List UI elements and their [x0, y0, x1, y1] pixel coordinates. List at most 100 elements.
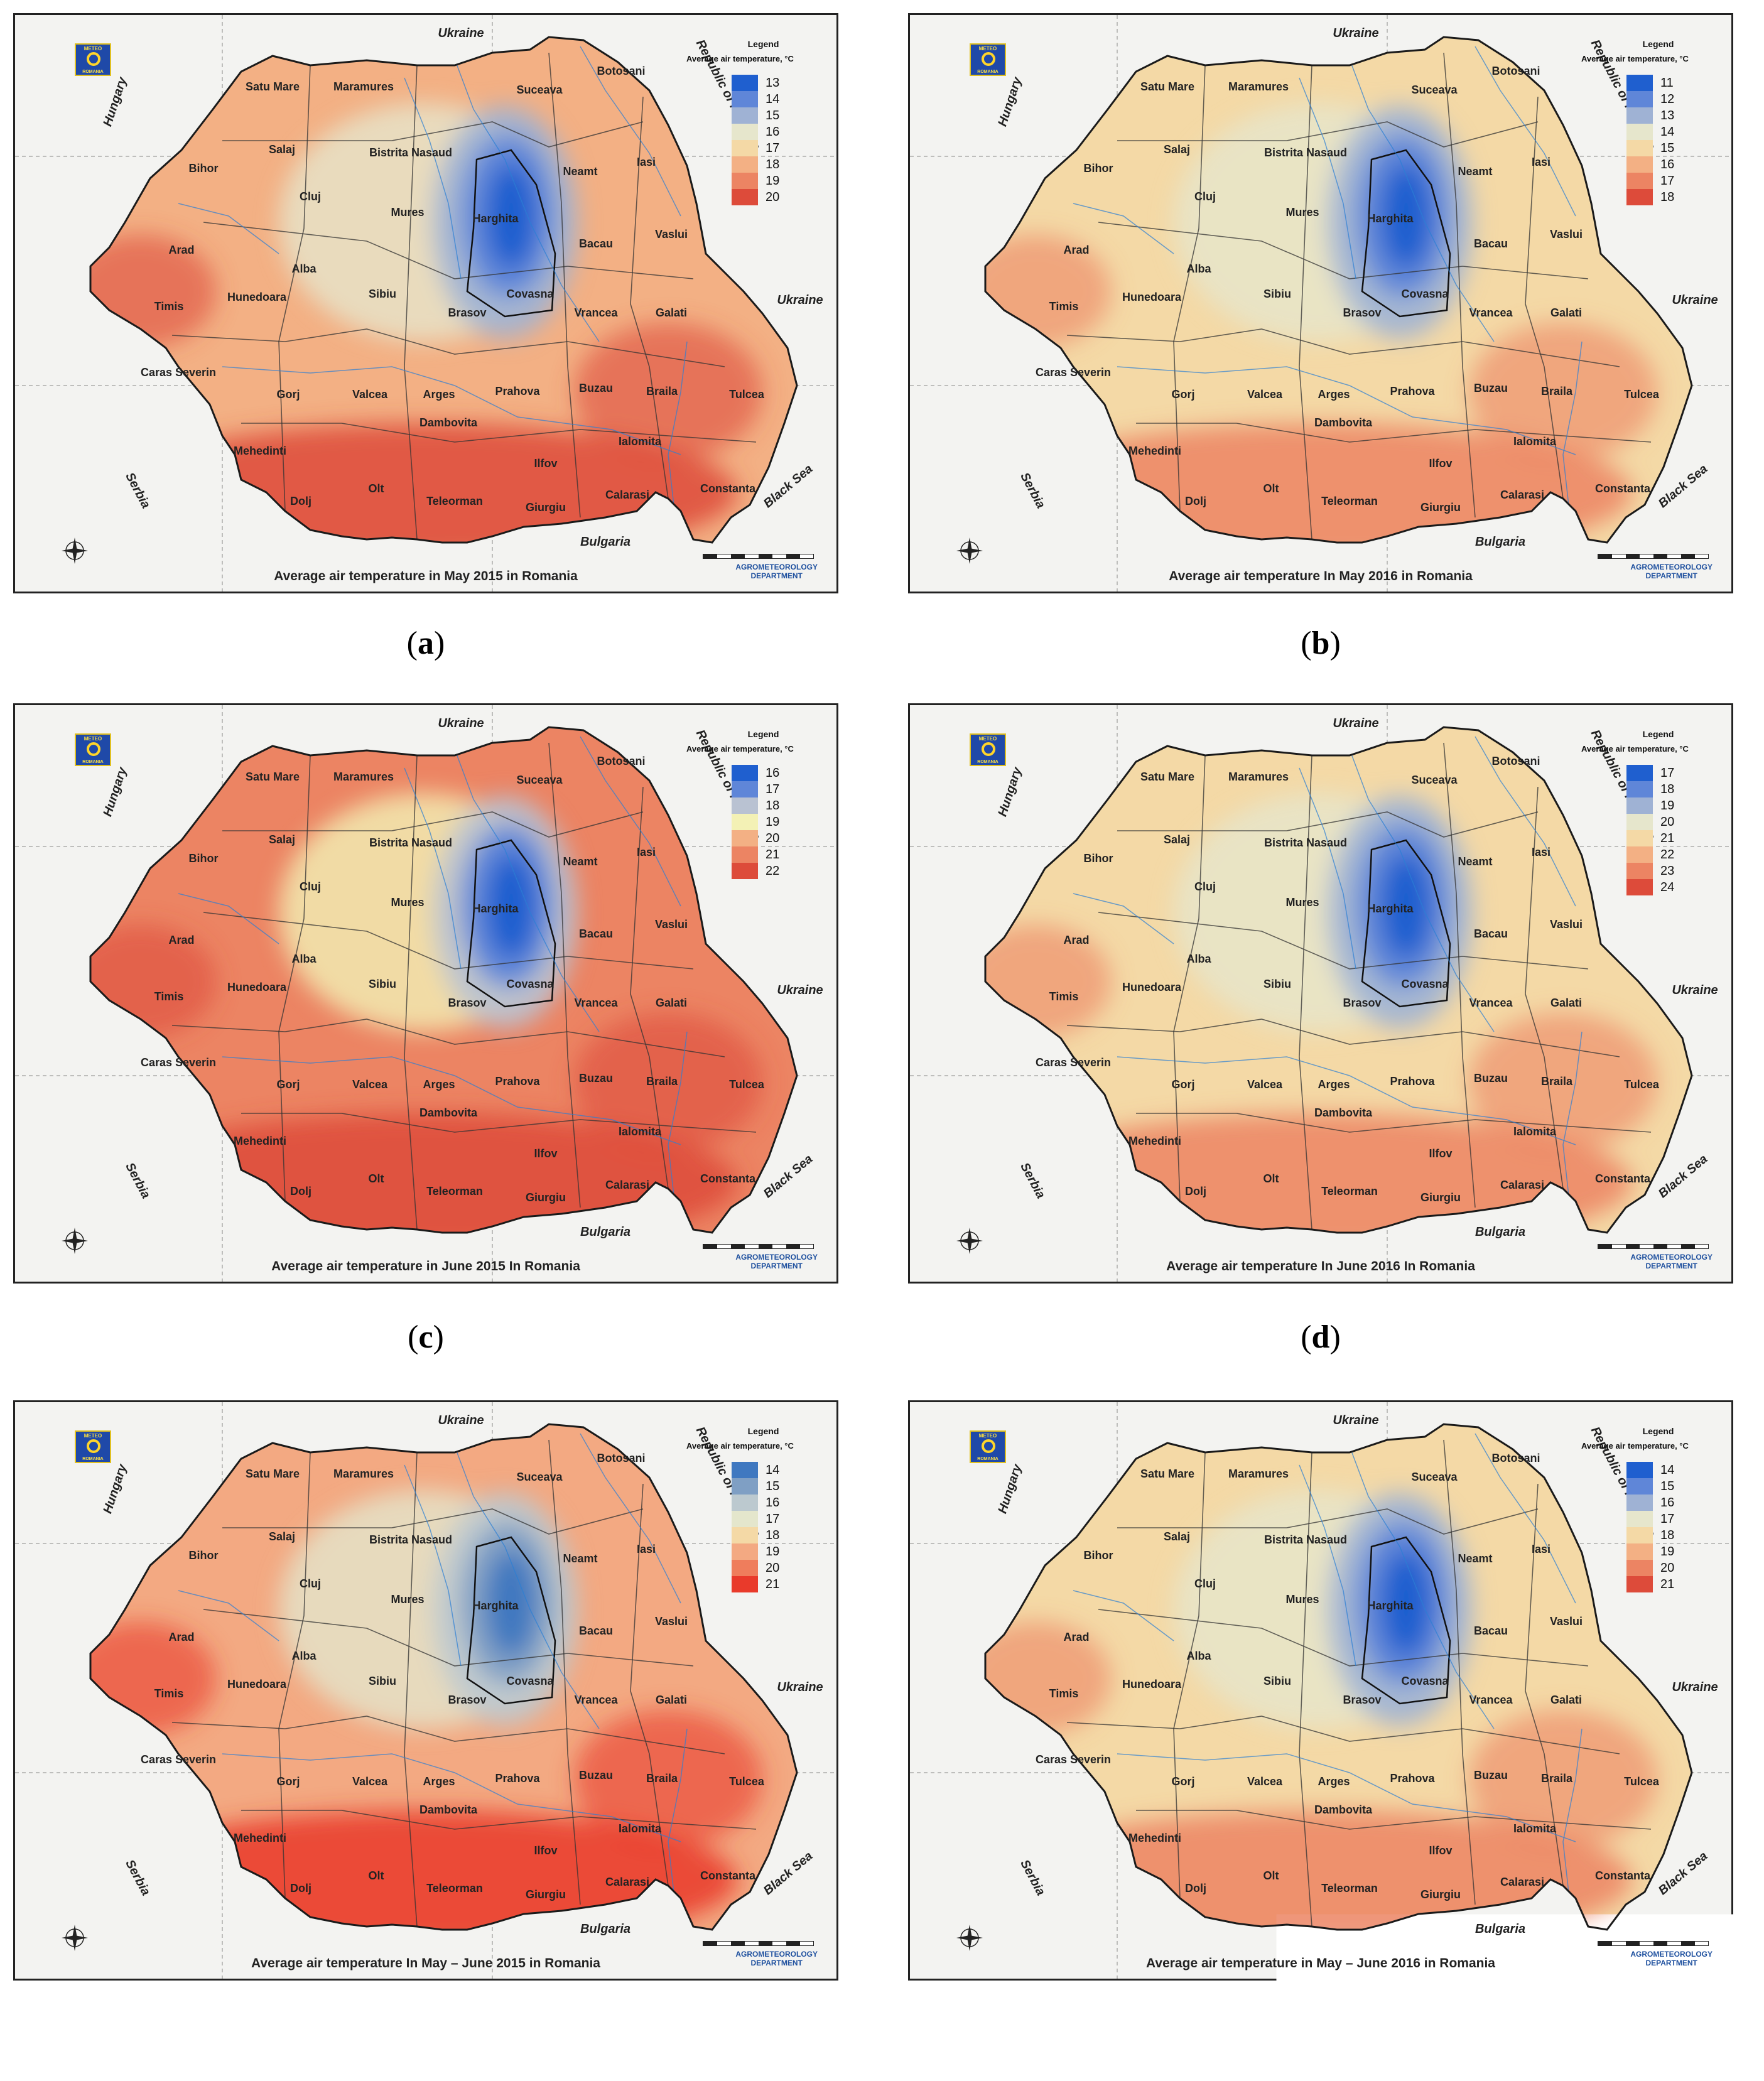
county-label: Brasov: [448, 1694, 486, 1706]
legend-swatch: [1626, 1543, 1653, 1560]
county-label: Botosani: [597, 755, 645, 767]
legend-value: 22: [766, 864, 779, 878]
county-label: Botosani: [1491, 755, 1540, 767]
county-label: Timis: [154, 1687, 184, 1700]
legend-value: 18: [766, 158, 779, 172]
county-label: Calarasi: [605, 489, 649, 501]
legend-entry: 14: [1626, 1462, 1716, 1478]
legend-value: 14: [1660, 1463, 1674, 1478]
legend-swatch: [732, 1495, 758, 1511]
country-label: Black Sea: [761, 1849, 816, 1898]
map-panel-a: Satu Mare Maramures Suceava Botosani Bihor Sa…: [13, 13, 838, 593]
legend-value: 16: [766, 766, 779, 781]
country-label: Ukraine: [438, 716, 484, 730]
county-label: Cluj: [300, 1577, 321, 1590]
county-label: Olt: [369, 482, 384, 495]
county-label: Alba: [1186, 1650, 1211, 1662]
legend-entry: 20: [1626, 814, 1716, 830]
county-label: Mehedinti: [1128, 445, 1181, 457]
county-label: Valcea: [352, 388, 388, 401]
legend-swatch: [732, 1527, 758, 1543]
legend-value: 20: [1660, 1561, 1674, 1576]
country-label: Ukraine: [1333, 26, 1378, 40]
legend-entry: 14: [732, 1462, 821, 1478]
county-label: Dambovita: [1314, 1106, 1373, 1119]
legend-entry: 21: [1626, 1576, 1716, 1592]
county-label: Ilfov: [1429, 457, 1452, 470]
legend-entry: 22: [732, 863, 821, 879]
legend-value: 13: [1660, 109, 1674, 123]
county-label: Mures: [391, 1593, 424, 1606]
legend-value: 17: [766, 1512, 779, 1527]
county-label: Tulcea: [1624, 1775, 1660, 1788]
legend-entry: 18: [1626, 189, 1716, 205]
legend-swatch: [732, 830, 758, 846]
legend-swatch: [732, 140, 758, 156]
legend-entry: 19: [732, 173, 821, 189]
legend-value: 15: [766, 109, 779, 123]
county-label: Covasna: [1401, 978, 1449, 990]
county-label: Iasi: [637, 846, 656, 858]
county-label: Teleorman: [426, 1185, 483, 1197]
legend-value: 15: [1660, 1479, 1674, 1494]
county-label: Salaj: [269, 1530, 295, 1543]
legend-swatch: [732, 765, 758, 781]
legend-value: 13: [766, 76, 779, 90]
county-label: Suceava: [516, 84, 563, 96]
county-label: Arges: [423, 388, 455, 401]
legend-title: Legend: [1581, 1426, 1716, 1436]
legend-swatch: [1626, 1576, 1653, 1592]
county-label: Neamt: [1458, 1552, 1492, 1565]
legend-entry: 16: [1626, 156, 1716, 173]
legend-swatch: [732, 91, 758, 107]
country-label: Bulgaria: [1475, 535, 1525, 549]
county-label: Galati: [1550, 997, 1582, 1009]
legend-swatch: [1626, 830, 1653, 846]
county-label: Dolj: [290, 1185, 311, 1197]
legend-entry: 19: [1626, 1543, 1716, 1560]
county-label: Brasov: [448, 997, 486, 1009]
county-label: Olt: [1263, 1172, 1279, 1185]
legend-swatch: [1626, 1462, 1653, 1478]
legend-swatch: [1626, 781, 1653, 797]
county-label: Tulcea: [1624, 388, 1660, 401]
legend-entry: 16: [732, 124, 821, 140]
legend-swatch: [1626, 124, 1653, 140]
county-label: Satu Mare: [1140, 80, 1194, 93]
legend-swatch: [1626, 107, 1653, 124]
legend-swatch: [1626, 1511, 1653, 1527]
legend-swatch: [732, 1560, 758, 1576]
country-label: Hungary: [995, 1462, 1024, 1515]
legend-rows: 14 15 16 17 18 19 20 21: [686, 1462, 821, 1592]
legend-value: 17: [766, 782, 779, 797]
legend-entry: 21: [732, 846, 821, 863]
county-label: Sibiu: [1263, 978, 1291, 990]
legend-value: 12: [1660, 92, 1674, 107]
county-label: Sibiu: [1263, 288, 1291, 300]
legend-value: 21: [766, 848, 779, 862]
legend-value: 21: [766, 1577, 779, 1592]
legend-value: 14: [1660, 125, 1674, 139]
county-label: Timis: [1049, 990, 1079, 1003]
county-label: Prahova: [495, 1772, 540, 1785]
legend-entry: 23: [1626, 863, 1716, 879]
county-label: Gorj: [276, 388, 300, 401]
county-label: Cluj: [1194, 190, 1216, 203]
county-label: Braila: [646, 385, 678, 397]
county-label: Bacau: [579, 237, 613, 250]
county-label: Botosani: [1491, 65, 1540, 77]
legend-entry: 18: [732, 1527, 821, 1543]
county-label: Alba: [1186, 953, 1211, 965]
county-label: Bacau: [1474, 927, 1508, 940]
legend-swatch: [732, 781, 758, 797]
legend: Legend Average air temperature, °C 14 15 1…: [1581, 1426, 1716, 1592]
county-label: Dolj: [1185, 1882, 1206, 1895]
legend-value: 19: [766, 1545, 779, 1559]
county-label: Alba: [291, 1650, 317, 1662]
county-label: Covasna: [1401, 288, 1449, 300]
legend-swatch: [1626, 1478, 1653, 1495]
legend-value: 18: [766, 1528, 779, 1543]
county-label: Dolj: [290, 1882, 311, 1895]
country-label: Ukraine: [1672, 293, 1718, 307]
county-label: Dolj: [290, 495, 311, 507]
